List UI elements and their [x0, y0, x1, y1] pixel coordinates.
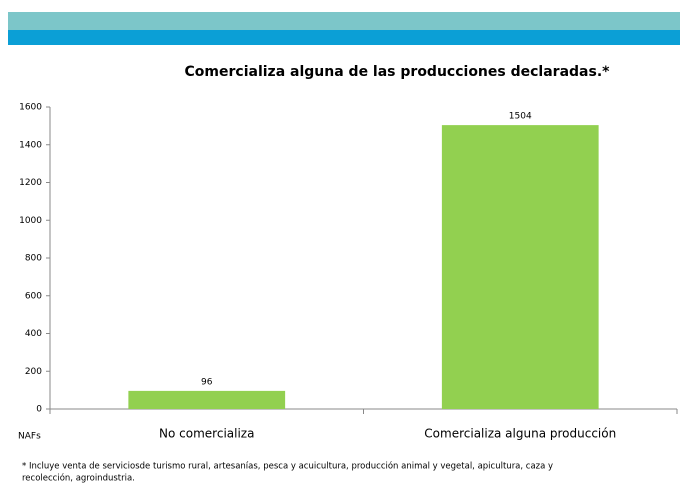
header-band-bottom [8, 30, 680, 45]
y-tick-label: 1400 [19, 140, 42, 150]
y-tick-label: 800 [25, 254, 42, 264]
x-tick-label: Comercializa alguna producción [424, 427, 616, 441]
footnote: * Incluye venta de serviciosde turismo r… [22, 461, 553, 472]
y-tick-label: 1000 [19, 216, 42, 226]
y-tick-label: 1600 [19, 103, 42, 113]
data-label: 96 [201, 377, 213, 387]
y-tick-label: 200 [25, 367, 42, 377]
bar [128, 390, 286, 409]
y-tick-label: 400 [25, 329, 42, 339]
data-label: 1504 [509, 112, 532, 122]
y-axis-label: NAFs [18, 432, 41, 442]
y-tick-label: 0 [36, 405, 42, 415]
y-tick-label: 600 [25, 291, 42, 301]
x-tick-label: No comercializa [159, 427, 254, 441]
y-tick-label: 1200 [19, 178, 42, 188]
header-band-top [8, 12, 680, 30]
footnote: recolección, agroindustria. [22, 473, 135, 484]
bar [441, 125, 599, 410]
chart-title: Comercializa alguna de las producciones … [185, 64, 611, 80]
